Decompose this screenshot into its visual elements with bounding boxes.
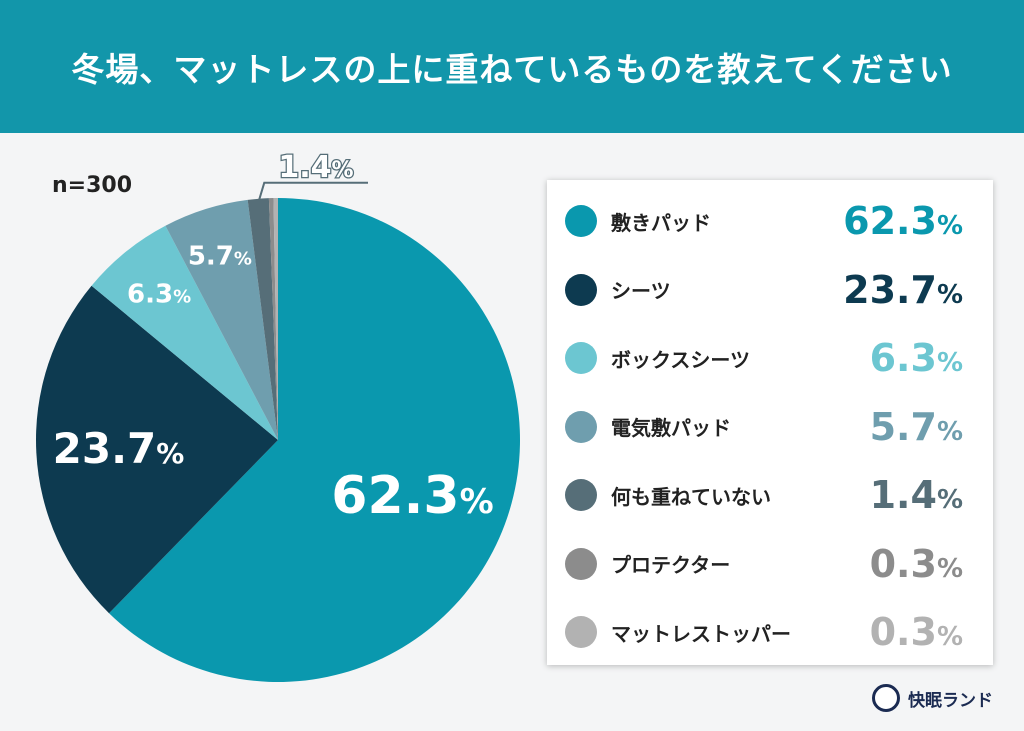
legend-value: 0.3% [869, 610, 963, 654]
pie-slice-2 [35, 285, 278, 614]
legend-label: ボックスシーツ [611, 347, 750, 372]
legend-item: 電気敷パッド 5.7% [547, 402, 993, 452]
legend-label: プロテクター [611, 553, 731, 577]
slice-label: 1.4% [278, 150, 353, 185]
legend-swatch [565, 616, 597, 648]
legend-label: 電気敷パッド [611, 416, 731, 440]
pie-slice-6 [268, 198, 278, 440]
title-banner: 冬場、マットレスの上に重ねているものを教えてください [0, 0, 1024, 133]
legend-label: マットレストッパー [611, 621, 791, 646]
legend-label: 敷きパッド [611, 210, 711, 235]
pie-slice-3 [91, 225, 278, 440]
legend-value: 6.3% [869, 336, 963, 380]
legend-swatch [565, 342, 597, 374]
legend-item: 何も重ねていない 1.4% [547, 470, 993, 520]
legend-item: 敷きパッド 62.3% [547, 196, 993, 246]
legend: 敷きパッド 62.3% シーツ 23.7% ボックスシーツ 6.3% 電気敷パッド 5.7% 何… [547, 180, 993, 665]
legend-item: マットレストッパー 0.3% [547, 607, 993, 657]
legend-item: ボックスシーツ 6.3% [547, 333, 993, 383]
legend-swatch [565, 547, 597, 580]
legend-value: 1.4% [869, 473, 963, 517]
legend-swatch [565, 479, 597, 511]
brand-logo-icon [872, 684, 900, 712]
legend-swatch [565, 273, 597, 306]
legend-item: シーツ 23.7% [547, 265, 993, 315]
legend-value: 62.3% [843, 199, 963, 243]
legend-swatch [565, 410, 597, 443]
pie-slice-7 [273, 198, 278, 440]
pie-slice-4 [165, 199, 278, 440]
pie-chart: 62.3%23.7%6.3%5.7%1.4% [35, 149, 521, 682]
legend-swatch [565, 205, 597, 237]
chart-title: 冬場、マットレスの上に重ねているものを教えてください [71, 49, 953, 89]
pie-slice-5 [247, 198, 278, 440]
legend-item: プロテクター 0.3% [547, 539, 993, 589]
legend-value: 23.7% [843, 267, 963, 312]
legend-label: 何も重ねていない [611, 484, 771, 509]
pie-slice-1 [109, 198, 521, 682]
brand-name: 快眠ランド [908, 690, 993, 711]
legend-label: シーツ [611, 279, 671, 303]
brand-logo: 快眠ランド [872, 684, 993, 712]
leader-line [257, 181, 368, 204]
legend-value: 5.7% [869, 404, 963, 449]
sample-size: n=300 [52, 173, 133, 198]
legend-value: 0.3% [869, 541, 963, 586]
